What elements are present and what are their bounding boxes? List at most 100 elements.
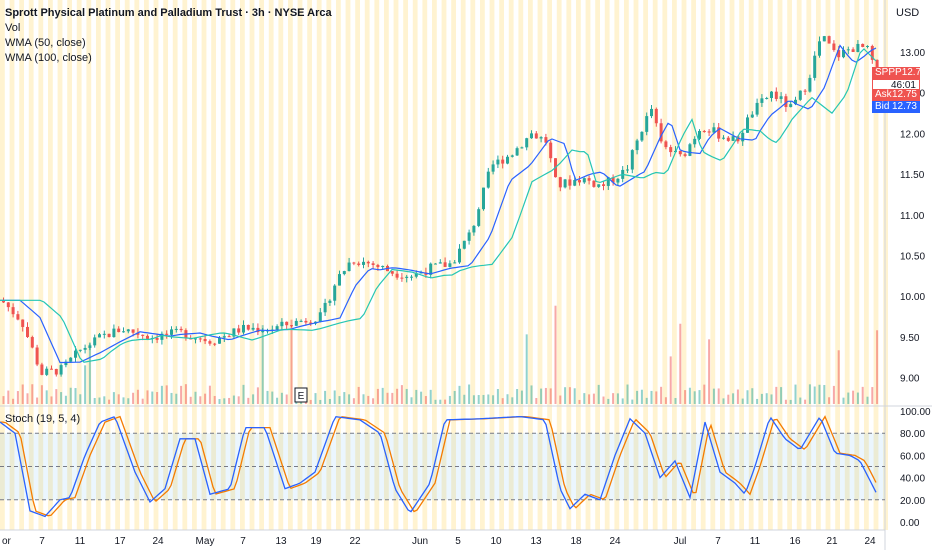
candle-body <box>582 178 586 183</box>
candle-body <box>750 114 754 118</box>
volume-bar <box>194 391 197 404</box>
session-stripe <box>9 0 15 530</box>
volume-bar <box>280 392 283 404</box>
earnings-marker[interactable]: E <box>294 387 308 403</box>
candle-body <box>669 147 673 153</box>
volume-bar <box>88 343 91 404</box>
candle-body <box>678 150 682 155</box>
session-stripe <box>700 0 706 530</box>
candle-body <box>645 116 649 132</box>
bid-label: Bid 12.73 <box>872 101 920 113</box>
candle-body <box>496 159 500 165</box>
volume-bar <box>866 396 869 404</box>
volume-bar <box>871 387 874 404</box>
candle-body <box>376 264 380 268</box>
candle-body <box>98 334 101 338</box>
candle-body <box>304 320 308 323</box>
volume-bar <box>16 391 19 404</box>
volume-bar <box>722 398 725 404</box>
volume-bar <box>160 385 163 404</box>
legend: Sprott Physical Platinum and Palladium T… <box>5 6 332 66</box>
candle-body <box>179 328 183 331</box>
volume-bar <box>204 393 207 404</box>
session-stripe <box>201 0 207 530</box>
volume-bar <box>175 393 178 404</box>
time-tick: or <box>2 536 12 547</box>
candle-body <box>539 137 543 139</box>
candle-body <box>328 300 332 303</box>
time-tick: 10 <box>490 536 502 547</box>
volume-bar <box>352 398 355 404</box>
volume-bar <box>319 399 322 404</box>
candle-body <box>170 329 173 335</box>
session-stripe <box>432 0 437 530</box>
volume-bar <box>252 394 255 404</box>
wma-50-line <box>0 44 877 364</box>
candle-body <box>606 177 610 186</box>
candle-body <box>232 328 236 337</box>
earnings-text: E <box>298 391 305 402</box>
currency-label[interactable]: USD <box>896 7 920 19</box>
volume-bar <box>818 384 821 404</box>
candle-body <box>126 329 130 332</box>
volume-bar <box>117 394 120 404</box>
volume-bar <box>640 389 643 404</box>
candle-body <box>510 155 514 157</box>
candle-body <box>40 364 44 375</box>
session-stripe <box>182 0 188 530</box>
candle-body <box>712 127 716 133</box>
volume-bar <box>429 389 432 404</box>
candle-body <box>112 328 116 338</box>
candle-body <box>122 331 125 333</box>
volume-bar <box>727 394 730 404</box>
volume-bar <box>693 391 696 404</box>
session-stripe <box>316 0 322 530</box>
candle-body <box>338 274 341 286</box>
volume-bar <box>184 384 187 404</box>
candle-body <box>683 154 687 156</box>
candle-body <box>654 108 658 124</box>
volume-bar <box>372 398 375 404</box>
candle-body <box>794 99 797 105</box>
legend-vol[interactable]: Vol <box>5 22 21 34</box>
symbol-title[interactable]: Sprott Physical Platinum and Palladium T… <box>5 7 332 19</box>
session-stripe <box>336 0 341 530</box>
session-stripe <box>48 0 53 530</box>
candle-body <box>78 349 82 351</box>
session-stripe <box>547 0 552 530</box>
session-stripe <box>249 0 255 530</box>
volume-bar <box>93 397 96 404</box>
volume-bar <box>439 399 442 404</box>
legend-wma50[interactable]: WMA (50, close) <box>5 37 86 49</box>
session-stripe <box>0 0 5 530</box>
volume-bar <box>367 395 370 404</box>
candle-body <box>280 321 284 327</box>
volume-bar <box>108 399 111 404</box>
session-stripe <box>691 0 696 530</box>
volume-bar <box>568 387 571 404</box>
session-stripe <box>825 0 831 530</box>
session-stripe <box>681 0 687 530</box>
volume-bar <box>112 392 115 404</box>
volume-bar <box>420 391 423 404</box>
legend-wma100[interactable]: WMA (100, close) <box>5 52 92 64</box>
volume-bar <box>141 398 144 404</box>
candle-body <box>808 77 812 92</box>
time-tick: 24 <box>864 536 876 547</box>
stoch-legend[interactable]: Stoch (19, 5, 4) <box>5 413 81 425</box>
candle-body <box>362 261 365 265</box>
volume-bar <box>592 393 595 404</box>
candle-body <box>515 148 519 156</box>
candle-body <box>434 263 437 265</box>
volume-bar <box>540 388 543 404</box>
session-stripe <box>211 0 216 530</box>
session-stripe <box>556 0 562 530</box>
volume-bar <box>612 393 615 404</box>
candle-body <box>736 136 740 142</box>
volume-bar <box>50 396 53 404</box>
volume-bar <box>444 399 447 404</box>
candle-body <box>803 90 807 92</box>
candle-body <box>347 262 351 272</box>
candle-body <box>448 263 452 267</box>
